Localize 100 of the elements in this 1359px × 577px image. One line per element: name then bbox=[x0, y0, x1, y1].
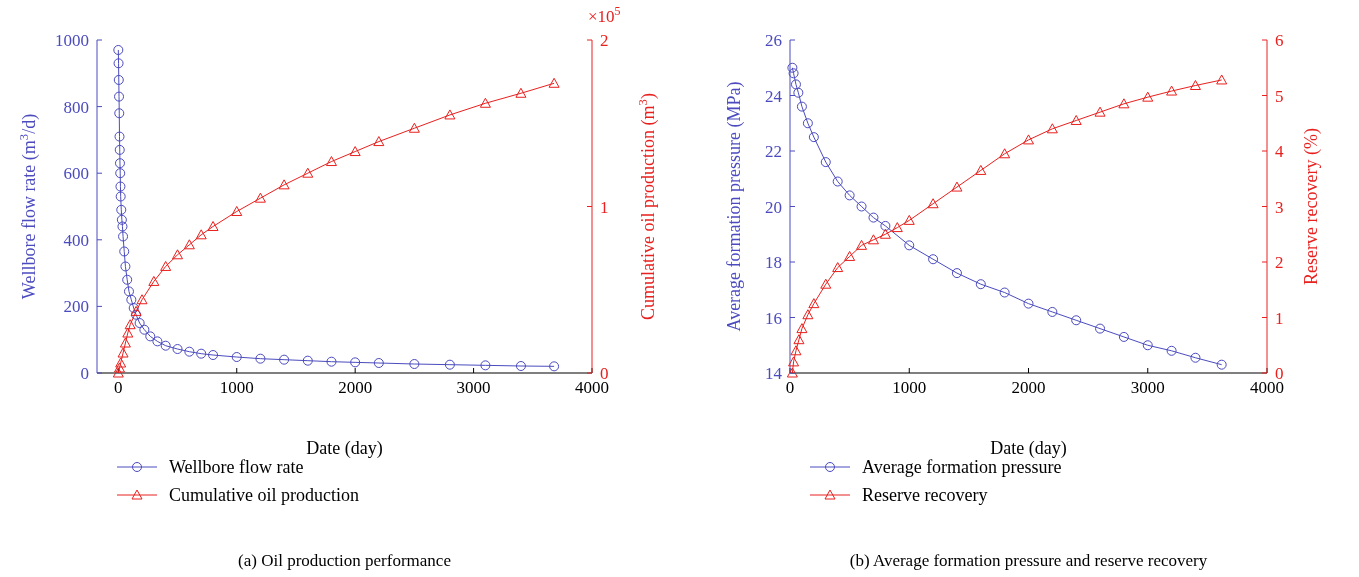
point bbox=[408, 122, 420, 133]
point bbox=[856, 239, 868, 250]
point bbox=[131, 309, 142, 320]
point bbox=[184, 346, 195, 357]
point bbox=[880, 220, 891, 231]
point bbox=[788, 356, 800, 367]
point bbox=[796, 101, 807, 112]
point bbox=[349, 146, 361, 157]
point bbox=[373, 358, 384, 369]
point bbox=[479, 97, 491, 108]
x-tick-label: 2000 bbox=[338, 378, 373, 397]
point bbox=[856, 201, 867, 212]
point bbox=[255, 353, 266, 364]
x-tick-label: 0 bbox=[114, 378, 123, 397]
point bbox=[444, 359, 455, 370]
point bbox=[1047, 306, 1058, 317]
point bbox=[1094, 106, 1106, 117]
point bbox=[1118, 98, 1130, 109]
y2-tick-label: 3 bbox=[1275, 197, 1284, 217]
point bbox=[117, 221, 128, 232]
point bbox=[1166, 345, 1177, 356]
x-axis-title: Date (day) bbox=[306, 438, 383, 459]
point bbox=[120, 261, 131, 272]
point bbox=[928, 254, 939, 265]
point bbox=[302, 167, 314, 178]
point bbox=[148, 275, 160, 286]
point bbox=[480, 360, 491, 371]
point bbox=[115, 181, 126, 192]
point bbox=[117, 347, 129, 358]
point bbox=[832, 262, 844, 273]
legend-label: Reserve recovery bbox=[862, 485, 988, 505]
point bbox=[254, 192, 266, 203]
point bbox=[115, 191, 126, 202]
point bbox=[951, 268, 962, 279]
point bbox=[113, 58, 124, 69]
point bbox=[326, 356, 337, 367]
point bbox=[350, 357, 361, 368]
point bbox=[152, 336, 163, 347]
y-tick-label: 600 bbox=[63, 164, 89, 184]
point bbox=[549, 361, 560, 372]
point bbox=[231, 352, 242, 363]
point bbox=[1071, 315, 1082, 326]
point bbox=[867, 234, 879, 245]
point bbox=[145, 331, 156, 342]
y-tick-label: 24 bbox=[765, 86, 783, 106]
text: (b) Average formation pressure and reserve recovery bbox=[849, 551, 1208, 570]
point bbox=[1023, 134, 1034, 145]
y-tick-label: 800 bbox=[63, 97, 89, 117]
point bbox=[119, 246, 130, 257]
point bbox=[115, 168, 126, 179]
y-axis-title: Average formation pressure (MPa) bbox=[724, 81, 745, 332]
y2-tick-label: 2 bbox=[1275, 253, 1284, 272]
point bbox=[786, 367, 798, 378]
y-tick-label: 20 bbox=[765, 197, 782, 217]
point bbox=[820, 157, 831, 168]
point bbox=[118, 231, 129, 242]
point bbox=[793, 334, 805, 345]
point bbox=[208, 350, 219, 361]
legend-label: Wellbore flow rate bbox=[169, 457, 304, 477]
point bbox=[112, 367, 124, 378]
point bbox=[114, 108, 125, 119]
point bbox=[172, 249, 184, 260]
point bbox=[325, 156, 337, 167]
y2-tick-label: 6 bbox=[1275, 31, 1284, 50]
point bbox=[904, 240, 915, 251]
point bbox=[975, 164, 987, 175]
point bbox=[196, 348, 207, 359]
point bbox=[808, 298, 820, 309]
point bbox=[183, 239, 195, 250]
point bbox=[160, 260, 172, 271]
point bbox=[195, 229, 207, 240]
point bbox=[802, 309, 814, 320]
y-tick-label: 1000 bbox=[55, 31, 89, 50]
y-tick-label: 18 bbox=[765, 253, 782, 272]
y-tick-label: 400 bbox=[63, 230, 89, 250]
y-tick-label: 14 bbox=[765, 364, 783, 383]
point bbox=[113, 44, 124, 55]
y-tick-label: 0 bbox=[80, 364, 89, 383]
x-tick-label: 1000 bbox=[219, 378, 254, 397]
x-tick-label: 2000 bbox=[1011, 378, 1046, 397]
point bbox=[999, 148, 1011, 159]
point bbox=[207, 220, 219, 231]
point bbox=[114, 158, 125, 169]
point bbox=[790, 79, 801, 90]
point bbox=[790, 345, 802, 356]
point bbox=[515, 361, 526, 372]
point bbox=[134, 318, 145, 329]
point bbox=[278, 179, 290, 190]
point bbox=[114, 91, 125, 102]
point bbox=[114, 144, 125, 155]
point bbox=[1142, 91, 1154, 102]
point bbox=[116, 204, 127, 215]
point bbox=[1190, 352, 1201, 363]
point bbox=[802, 118, 813, 129]
point bbox=[172, 344, 183, 355]
point bbox=[891, 222, 903, 233]
point bbox=[844, 190, 855, 201]
point bbox=[136, 294, 148, 305]
y2-axis-title: Reserve recovery (%) bbox=[1301, 128, 1322, 285]
point bbox=[793, 87, 804, 98]
